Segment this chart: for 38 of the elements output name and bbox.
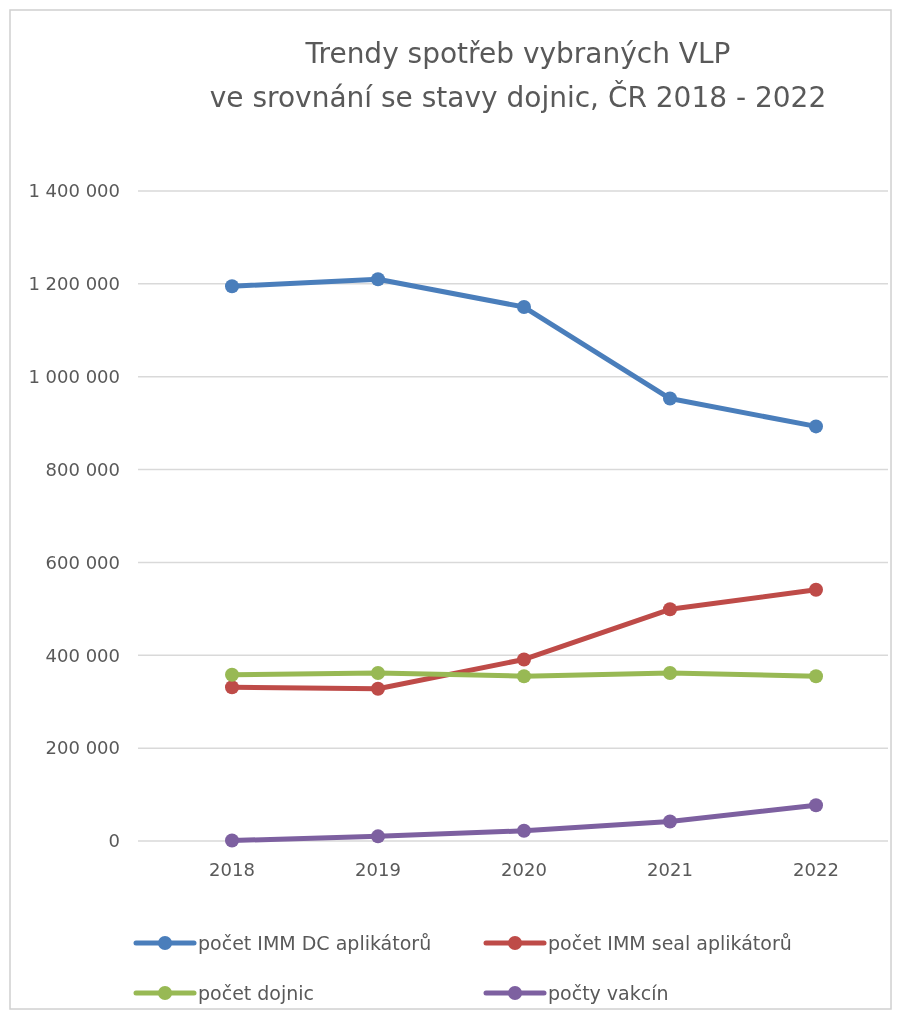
point (663, 391, 677, 406)
y-tick-label: 400 000 (45, 644, 120, 666)
y-tick-label: 1 200 000 (28, 273, 120, 295)
point (809, 582, 823, 597)
point (663, 602, 677, 617)
x-tick-label: 2020 (501, 859, 547, 880)
y-tick-label: 1 000 000 (28, 366, 120, 388)
y-tick-label: 1 400 000 (28, 180, 120, 202)
x-tick-label: 2019 (355, 859, 401, 880)
legend-label: počet dojnic (198, 981, 315, 1004)
x-tick-label: 2021 (647, 859, 693, 880)
x-tick-label: 2022 (793, 859, 839, 880)
x-tick-label: 2018 (209, 859, 255, 880)
point (517, 300, 531, 315)
point (225, 279, 239, 294)
y-tick-label: 600 000 (45, 551, 120, 573)
point (809, 669, 823, 684)
point (225, 680, 239, 695)
point (225, 833, 239, 848)
point (371, 272, 385, 287)
point (371, 665, 385, 680)
point (663, 814, 677, 829)
point (371, 829, 385, 844)
point (517, 669, 531, 684)
point (371, 681, 385, 696)
y-tick-label: 0 (108, 830, 120, 852)
legend-label: počet IMM DC aplikátorů (198, 931, 432, 954)
y-tick-label: 200 000 (45, 737, 120, 759)
chart-title: Trendy spotřeb vybraných VLP ve srovnání se stavy dojnic, ČR 2018 - 2022 (209, 37, 827, 114)
point (663, 665, 677, 680)
legend-label: počet IMM seal aplikátorů (548, 931, 792, 954)
point (809, 798, 823, 813)
y-tick-label: 800 000 (45, 458, 120, 480)
point (517, 823, 531, 838)
legend-label: počty vakcín (548, 981, 669, 1004)
point (517, 652, 531, 667)
point (225, 667, 239, 682)
point (809, 419, 823, 434)
